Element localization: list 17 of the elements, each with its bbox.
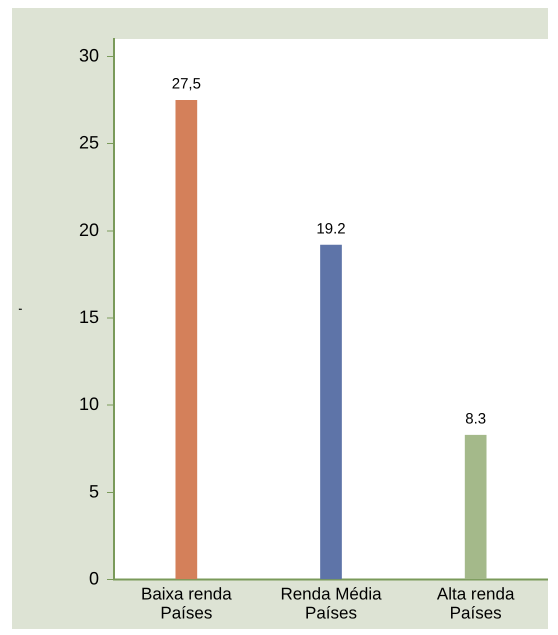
y-tick-label: 10: [78, 394, 99, 414]
y-tick-label: 15: [78, 306, 99, 327]
x-tick-label: Alta renda Países: [436, 584, 515, 622]
y-tick-label: 25: [78, 132, 99, 153]
data-label: 27,5: [172, 76, 201, 93]
data-label: 8.3: [465, 410, 486, 428]
bar: [464, 434, 487, 580]
bar: [175, 100, 198, 580]
y-tick-label: 20: [78, 220, 99, 240]
y-tick-label: 5: [88, 481, 99, 502]
y-tick-label: 0: [88, 568, 99, 589]
y-tick-label: 30: [78, 45, 99, 66]
x-tick-label: Renda Média Países: [280, 584, 382, 622]
x-tick-label: Baixa renda Países: [140, 584, 232, 622]
data-label: 19.2: [316, 220, 346, 238]
bar: [320, 244, 342, 580]
y-axis-title: ': [15, 308, 32, 311]
